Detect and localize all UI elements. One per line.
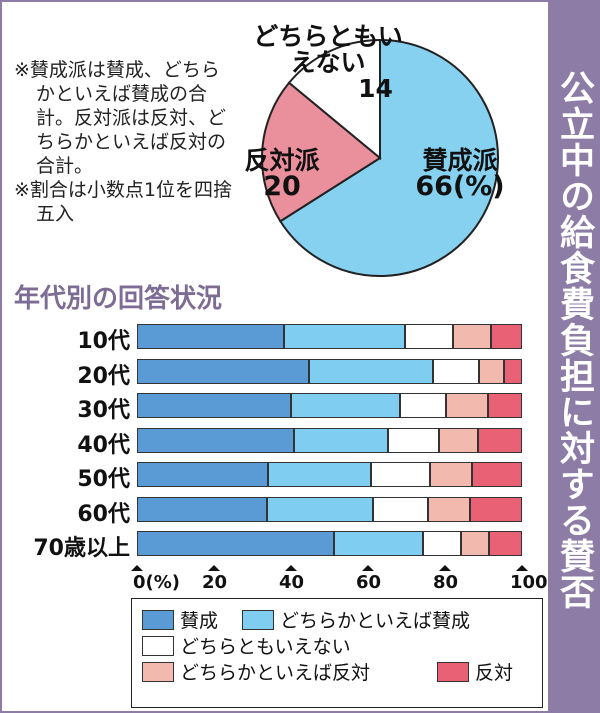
legend-swatch [142, 635, 174, 656]
bar-segment-4 [503, 358, 522, 384]
pie-label-against-name: 反対派 [244, 146, 320, 175]
bar-segment-2 [405, 324, 453, 349]
legend-item: 賛成 [142, 606, 218, 633]
bar-segment-1 [268, 462, 372, 487]
bar-segment-2 [372, 496, 429, 522]
bar-segment-0 [137, 462, 269, 487]
legend-item: 反対 [437, 658, 513, 685]
pie-value-against: 20 [263, 171, 301, 202]
bar-segment-3 [439, 427, 479, 453]
bar-segment-3 [428, 496, 470, 522]
tick-marker [362, 565, 374, 571]
legend-item: どちらかといえば反対 [142, 658, 370, 685]
bar-segment-0 [137, 393, 292, 418]
category-label: 70歳以上 [33, 536, 130, 561]
bar-segment-1 [291, 393, 400, 418]
legend-swatch [142, 661, 174, 682]
legend-label: どちらともいえない [180, 636, 351, 658]
category-label: 30代 [77, 398, 130, 423]
bar-segment-3 [479, 358, 504, 384]
pie-label-neutral-name: どちらともいえない [253, 22, 403, 77]
title-strip [548, 0, 600, 713]
bar-segment-2 [371, 462, 430, 487]
pie-label-neutral: どちらともいえない 14 [228, 24, 428, 102]
pie-value-neutral: 14 [358, 74, 393, 103]
legend-label: どちらかといえば反対 [180, 662, 371, 684]
category-label: 50代 [77, 467, 130, 492]
pie-slice-0 [278, 38, 499, 277]
bar-segment-4 [490, 324, 522, 349]
category-label: 40代 [77, 432, 130, 458]
tick-label: 100 [510, 572, 548, 593]
pie-slice-2 [287, 38, 381, 161]
tick-label: 40 [279, 572, 305, 593]
pie-label-for: 賛成派 66(%) [400, 146, 520, 202]
bar-segment-1 [334, 531, 424, 556]
legend-item: どちらともいえない [142, 632, 351, 659]
bar-segment-4 [488, 393, 522, 418]
note-2: ※割合は小数点1位を四捨五入 [14, 179, 233, 225]
legend-label: どちらかといえば賛成 [280, 610, 471, 632]
bar-segment-0 [137, 427, 294, 453]
pie-value-for: 66(%) [415, 171, 505, 202]
bar-segment-4 [470, 496, 522, 522]
category-label: 20代 [77, 363, 130, 389]
bar-segment-3 [429, 462, 472, 487]
bar-segment-0 [137, 496, 267, 522]
bar-segment-0 [137, 358, 310, 384]
tick-label: 80 [433, 572, 459, 593]
pie-label-for-name: 賛成派 [422, 146, 498, 175]
legend: 賛成 どちらかといえば賛成どちらともいえない どちらかといえば反対 反対 [131, 598, 543, 708]
tick-marker [439, 565, 451, 571]
bar-segment-1 [284, 324, 406, 349]
bar-segment-2 [399, 393, 447, 418]
tick-marker [285, 565, 297, 571]
bar-segment-4 [471, 462, 522, 487]
bar-segment-2 [433, 358, 480, 384]
tick-marker [131, 565, 143, 571]
pie-label-against: 反対派 20 [232, 146, 332, 202]
bar-segment-3 [452, 324, 491, 349]
legend-swatch [437, 661, 469, 682]
tick-marker [516, 565, 528, 571]
notes: ※賛成派は賛成、どちらかといえば賛成の合計。反対派は反対、どちらかといえば反対の… [14, 58, 234, 226]
chart-title: 公立中の給食費負担に対する賛否 [554, 70, 594, 610]
legend-label: 賛成 [180, 610, 219, 632]
bar-segment-1 [293, 427, 388, 453]
bar-segment-0 [137, 324, 285, 349]
legend-swatch [142, 609, 174, 630]
legend-item: どちらかといえば賛成 [242, 606, 470, 633]
tick-marker [208, 565, 220, 571]
bar-segment-2 [387, 427, 440, 453]
category-label: 10代 [77, 329, 130, 354]
bar-segment-3 [460, 531, 489, 556]
bar-segment-2 [423, 531, 461, 556]
legend-swatch [242, 609, 274, 630]
pie-slice-1 [261, 81, 382, 223]
bar-segment-1 [309, 358, 434, 384]
tick-label: 60 [356, 572, 382, 593]
bar-segment-3 [446, 393, 489, 418]
legend-label: 反対 [475, 662, 514, 684]
tick-label: 20 [202, 572, 228, 593]
bar-chart-title: 年代別の回答状況 [14, 284, 223, 314]
bar-segment-4 [478, 427, 522, 453]
bar-segment-1 [266, 496, 373, 522]
bar-segment-4 [488, 531, 522, 556]
bar-segment-0 [137, 531, 335, 556]
note-1: ※賛成派は賛成、どちらかといえば賛成の合計。反対派は反対、どちらかといえば反対の… [14, 59, 227, 177]
category-label: 60代 [77, 501, 130, 527]
tick-label: 0(%) [133, 572, 181, 593]
